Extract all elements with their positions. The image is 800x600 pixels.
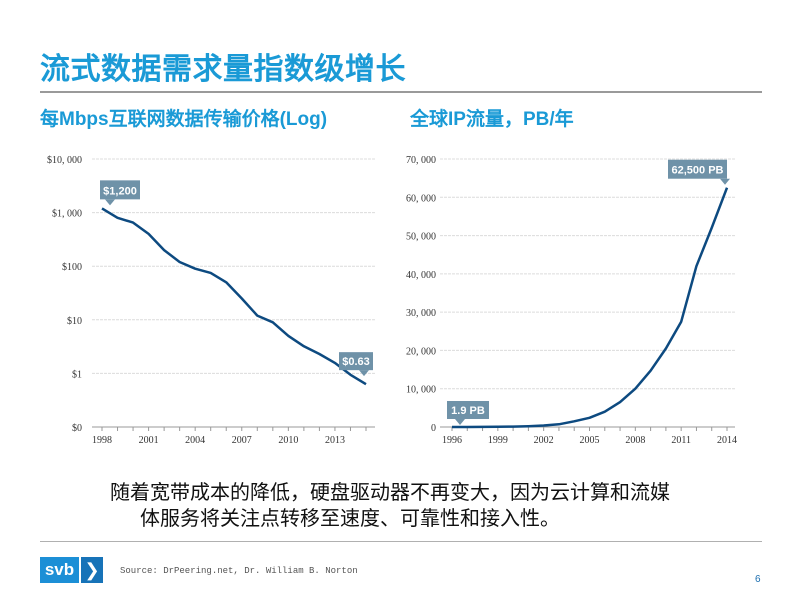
body-line-2: 体服务将关注点转移至速度、可靠性和接入性。: [140, 508, 560, 530]
y-tick-label: 0: [431, 423, 436, 434]
y-tick-label: 10, 000: [406, 385, 436, 396]
y-tick-label: 60, 000: [406, 193, 436, 204]
callout-box: [668, 159, 727, 179]
y-tick-label: $1, 000: [52, 209, 82, 220]
callout-pointer: [359, 370, 369, 377]
x-tick-label: 1998: [92, 435, 112, 446]
x-tick-label: 2011: [671, 435, 691, 446]
y-tick-label: $0: [72, 423, 82, 434]
y-tick-label: $1: [72, 369, 82, 380]
x-tick-label: 1996: [442, 435, 462, 446]
x-tick-label: 2002: [534, 435, 554, 446]
data-line: [452, 187, 729, 429]
callout-box: [447, 400, 489, 419]
y-tick-label: 30, 000: [406, 308, 436, 319]
body-text: 随着宽带成本的降低，硬盘驱动器不再变大，因为云计算和流媒 体服务将关注点转移至速…: [110, 480, 670, 532]
callout-label: $1,200: [103, 185, 137, 197]
page-number: 6: [755, 574, 761, 585]
svb-logo: svb ❯: [40, 557, 103, 583]
x-tick-label: 2014: [717, 435, 737, 446]
x-tick-label: 2001: [139, 435, 159, 446]
x-tick-label: 2010: [278, 435, 298, 446]
y-tick-label: 50, 000: [406, 232, 436, 243]
x-tick-label: 2013: [325, 435, 345, 446]
body-line-1: 随着宽带成本的降低，硬盘驱动器不再变大，因为云计算和流媒: [110, 482, 670, 504]
callout-pointer: [720, 178, 730, 185]
right-chart-title: 全球IP流量，PB/年: [410, 109, 574, 130]
y-tick-label: $10, 000: [47, 155, 82, 166]
y-tick-label: $100: [62, 262, 82, 273]
slide-title: 流式数据需求量指数级增长: [40, 53, 406, 86]
title-divider: [40, 91, 762, 93]
callout-label: $0.63: [342, 356, 370, 368]
y-tick-label: 20, 000: [406, 346, 436, 357]
footer-divider: [40, 541, 762, 542]
callout-box: [100, 180, 140, 200]
callout-pointer: [105, 199, 115, 206]
left-chart-title: 每Mbps互联网数据传输价格(Log): [40, 109, 328, 130]
y-tick-label: 70, 000: [406, 155, 436, 166]
y-tick-label: $10: [67, 316, 82, 327]
source-note: Source: DrPeering.net, Dr. William B. No…: [120, 566, 358, 576]
y-tick-label: 40, 000: [406, 270, 436, 281]
x-tick-label: 2005: [580, 435, 600, 446]
x-tick-label: 2008: [625, 435, 645, 446]
callout-pointer: [455, 418, 465, 425]
x-tick-label: 1999: [488, 435, 508, 446]
x-tick-label: 2004: [185, 435, 205, 446]
x-tick-label: 2007: [232, 435, 252, 446]
callout-label: 1.9 PB: [451, 405, 485, 417]
data-line: [101, 207, 367, 386]
chevron-right-icon: ❯: [81, 557, 103, 583]
callout-label: 62,500 PB: [672, 165, 724, 177]
callout-box: [339, 352, 373, 371]
logo-text: svb: [40, 557, 79, 583]
